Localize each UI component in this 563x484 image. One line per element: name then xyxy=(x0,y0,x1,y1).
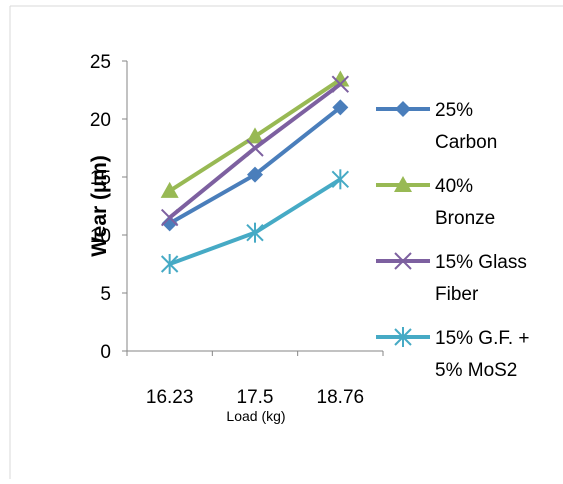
legend-label-2-line-1: 40% xyxy=(435,176,473,197)
data-point-4-3 xyxy=(331,169,350,190)
legend: 25% Carbon 40% Bronze 15% Glass Fiber 15% G.F.… xyxy=(376,100,530,381)
data-point-4-1 xyxy=(160,254,179,274)
series-line-1 xyxy=(168,105,342,226)
x-ticks: 16.23 17.5 18.76 xyxy=(126,351,384,408)
y-tick-label: 25 xyxy=(90,52,111,73)
x-tick-label: 18.76 xyxy=(317,387,365,408)
y-tick-label: 5 xyxy=(100,284,111,305)
data-point-1-1 xyxy=(161,215,178,232)
y-tick-label: 10 xyxy=(90,226,111,247)
y-tick-label: 20 xyxy=(90,110,111,131)
x-tick-label: 16.23 xyxy=(146,387,194,408)
y-tick-label: 15 xyxy=(90,168,111,189)
legend-marker-4 xyxy=(394,327,412,347)
y-ticks: 0 5 10 15 20 25 xyxy=(90,52,127,363)
x-tick-label: 17.5 xyxy=(237,387,274,408)
y-axis-label: Wear (µm) xyxy=(88,155,111,257)
data-point-3-3 xyxy=(331,75,350,93)
series-line-4 xyxy=(168,177,342,266)
legend-marker-1 xyxy=(395,101,411,117)
data-point-3-1 xyxy=(160,208,179,227)
y-tick-label: 0 xyxy=(100,342,111,363)
legend-marker-3 xyxy=(394,252,412,270)
data-point-4-2 xyxy=(246,222,264,243)
data-point-2-1 xyxy=(160,181,179,198)
legend-label-1-line-2: Carbon xyxy=(435,132,497,153)
data-point-3-2 xyxy=(246,139,264,157)
data-point-1-2 xyxy=(247,166,263,183)
legend-label-2-line-2: Bronze xyxy=(435,208,495,229)
data-point-2-3 xyxy=(331,70,350,87)
legend-label-4-line-2: 5% MoS2 xyxy=(435,360,517,381)
data-point-1-3 xyxy=(332,99,349,116)
series-layer xyxy=(160,70,350,274)
legend-label-3-line-2: Fiber xyxy=(435,284,479,305)
legend-marker-2 xyxy=(394,176,412,192)
legend-label-1-line-1: 25% xyxy=(435,100,473,121)
legend-label-4-line-1: 15% G.F. + xyxy=(435,328,530,349)
legend-label-3-line-1: 15% Glass xyxy=(435,252,527,273)
x-axis-label: Load (kg) xyxy=(226,408,285,424)
data-point-2-2 xyxy=(246,127,264,144)
